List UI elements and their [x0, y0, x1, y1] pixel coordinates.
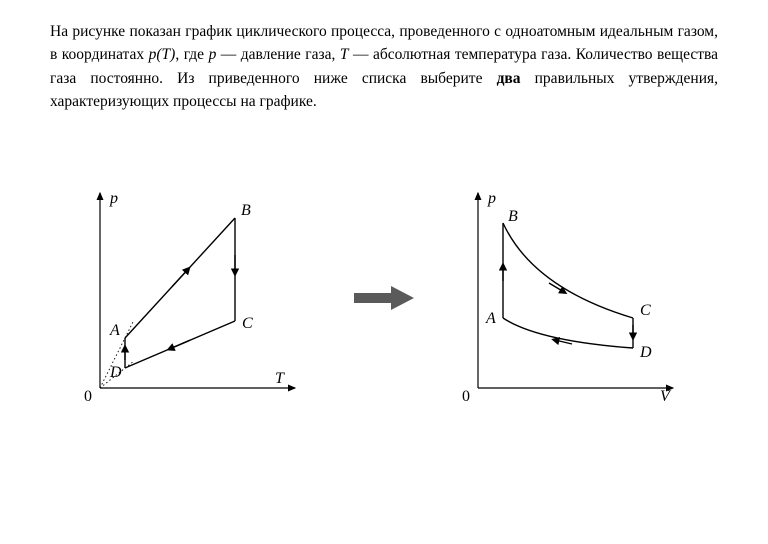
label-C: C: [640, 302, 651, 319]
text-frag-3: — давление газа,: [216, 46, 340, 63]
text-pT: p(T): [149, 46, 176, 63]
text-frag-2: , где: [175, 46, 208, 63]
origin-label: 0: [462, 388, 470, 405]
arrow-CD: [170, 340, 190, 349]
y-label: p: [487, 190, 496, 207]
label-A: A: [485, 310, 496, 327]
label-D: D: [639, 344, 652, 361]
label-B: B: [508, 208, 518, 225]
left-graph-svg: p T 0 A B C D: [70, 173, 320, 423]
right-graph-pV: p V 0 A B C D: [448, 173, 698, 423]
label-A: A: [109, 322, 120, 339]
arrow-icon: [349, 284, 419, 312]
left-graph-pT: p T 0 A B C D: [70, 173, 320, 423]
page: На рисунке показан график циклического п…: [0, 0, 768, 423]
x-label: V: [660, 388, 672, 405]
x-label: T: [275, 370, 285, 387]
text-two: два: [497, 70, 521, 87]
label-D: D: [109, 364, 122, 381]
label-C: C: [242, 315, 253, 332]
origin-label: 0: [84, 388, 92, 405]
right-graph-svg: p V 0 A B C D: [448, 173, 698, 423]
label-B: B: [241, 202, 251, 219]
arrow-between: [349, 284, 419, 312]
problem-paragraph: На рисунке показан график циклического п…: [50, 20, 718, 113]
edge-BC: [503, 223, 633, 318]
figure-row: p T 0 A B C D: [50, 173, 718, 423]
y-label: p: [109, 190, 118, 207]
arrow-AB: [172, 269, 188, 286]
